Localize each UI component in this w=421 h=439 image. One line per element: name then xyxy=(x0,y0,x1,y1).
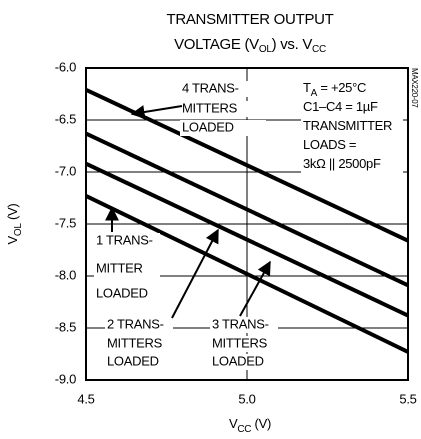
annotation: LOADED xyxy=(182,119,234,134)
series-line xyxy=(85,131,409,288)
plot-frame xyxy=(85,67,409,381)
text-run: C1–C4 = 1µF xyxy=(303,99,378,114)
y-tick-label: -7.0 xyxy=(55,163,76,178)
label-background xyxy=(94,286,160,302)
arrow xyxy=(130,105,183,119)
label-background xyxy=(301,81,403,97)
subscript: OL xyxy=(13,223,24,236)
text-run: LOADS = xyxy=(303,137,356,152)
x-tick-label: 4.5 xyxy=(77,391,94,406)
y-axis-label: VOL (V) xyxy=(5,204,23,245)
label-background xyxy=(210,336,278,352)
annotation: 1 TRANS- xyxy=(96,232,153,247)
annotation: LOADED xyxy=(96,285,148,300)
annotation: 2 TRANS- xyxy=(107,316,164,331)
label-background xyxy=(180,101,266,117)
condition: TA = +25°C xyxy=(303,80,366,98)
series-line xyxy=(85,194,409,354)
x-tick-label: 5.5 xyxy=(399,391,416,406)
subscript: A xyxy=(311,88,318,99)
label-background xyxy=(301,138,403,154)
text-run: 3kΩ || 2500pF xyxy=(303,156,381,171)
subscript: CC xyxy=(237,424,251,435)
arrow xyxy=(171,228,219,319)
annotation: 3 TRANS- xyxy=(212,316,269,331)
x-tick-label: 5.0 xyxy=(238,391,255,406)
label-background xyxy=(210,354,278,370)
y-tick-label: -9.0 xyxy=(55,371,76,386)
y-tick-label: -8.5 xyxy=(55,319,76,334)
annotation: LOADED xyxy=(107,353,159,368)
annotation: MITTERS xyxy=(212,335,268,350)
text-run: = +25°C xyxy=(317,80,366,95)
figure-id: MAX220-07 xyxy=(410,68,419,108)
y-tick-label: -7.5 xyxy=(55,215,76,230)
label-background xyxy=(180,120,266,136)
chart-title: TRANSMITTER OUTPUT xyxy=(166,11,333,28)
subscript: OL xyxy=(259,44,272,55)
y-tick-label: -6.5 xyxy=(55,111,76,126)
y-tick-label: -8.0 xyxy=(55,267,76,282)
condition: LOADS = xyxy=(303,137,356,152)
annotation: LOADED xyxy=(212,353,264,368)
label-background xyxy=(94,261,160,277)
arrows xyxy=(105,105,271,319)
label-background xyxy=(210,317,278,333)
label-background xyxy=(105,317,173,333)
label-background xyxy=(301,119,403,135)
x-axis-label: VCC (V) xyxy=(229,416,271,434)
label-background xyxy=(301,157,403,173)
condition: TRANSMITTER xyxy=(303,118,392,133)
label-background xyxy=(180,81,266,97)
annotation: MITTERS xyxy=(107,335,163,350)
chart-title: VOLTAGE (VOL) vs. VCC xyxy=(174,36,326,55)
text-run: V xyxy=(229,416,238,431)
label-background xyxy=(105,354,173,370)
text-run: TRANSMITTER OUTPUT xyxy=(166,11,333,28)
subscript: CC xyxy=(312,44,326,55)
text-run: TRANSMITTER xyxy=(303,118,392,133)
text-run: (V) xyxy=(5,204,20,224)
condition: C1–C4 = 1µF xyxy=(303,99,378,114)
annotation: 4 TRANS- xyxy=(182,80,239,95)
label-background xyxy=(94,233,160,249)
text-run: V xyxy=(5,235,20,244)
label-background xyxy=(105,336,173,352)
text-run: (V) xyxy=(251,416,271,431)
text-run: T xyxy=(303,80,311,95)
labels: 4 TRANS- MITTERS LOADED 1 TRANS- MITTER LOADE… xyxy=(94,80,403,370)
y-tick-label: -6.0 xyxy=(55,59,76,74)
annotation: MITTERS xyxy=(182,100,238,115)
annotation: MITTER xyxy=(96,260,143,275)
text-run: VOLTAGE (V xyxy=(174,36,259,53)
arrow xyxy=(239,260,271,317)
label-background xyxy=(301,100,403,116)
text-run: ) vs. V xyxy=(272,36,313,53)
series-line xyxy=(85,161,409,318)
condition: 3kΩ || 2500pF xyxy=(303,156,381,171)
